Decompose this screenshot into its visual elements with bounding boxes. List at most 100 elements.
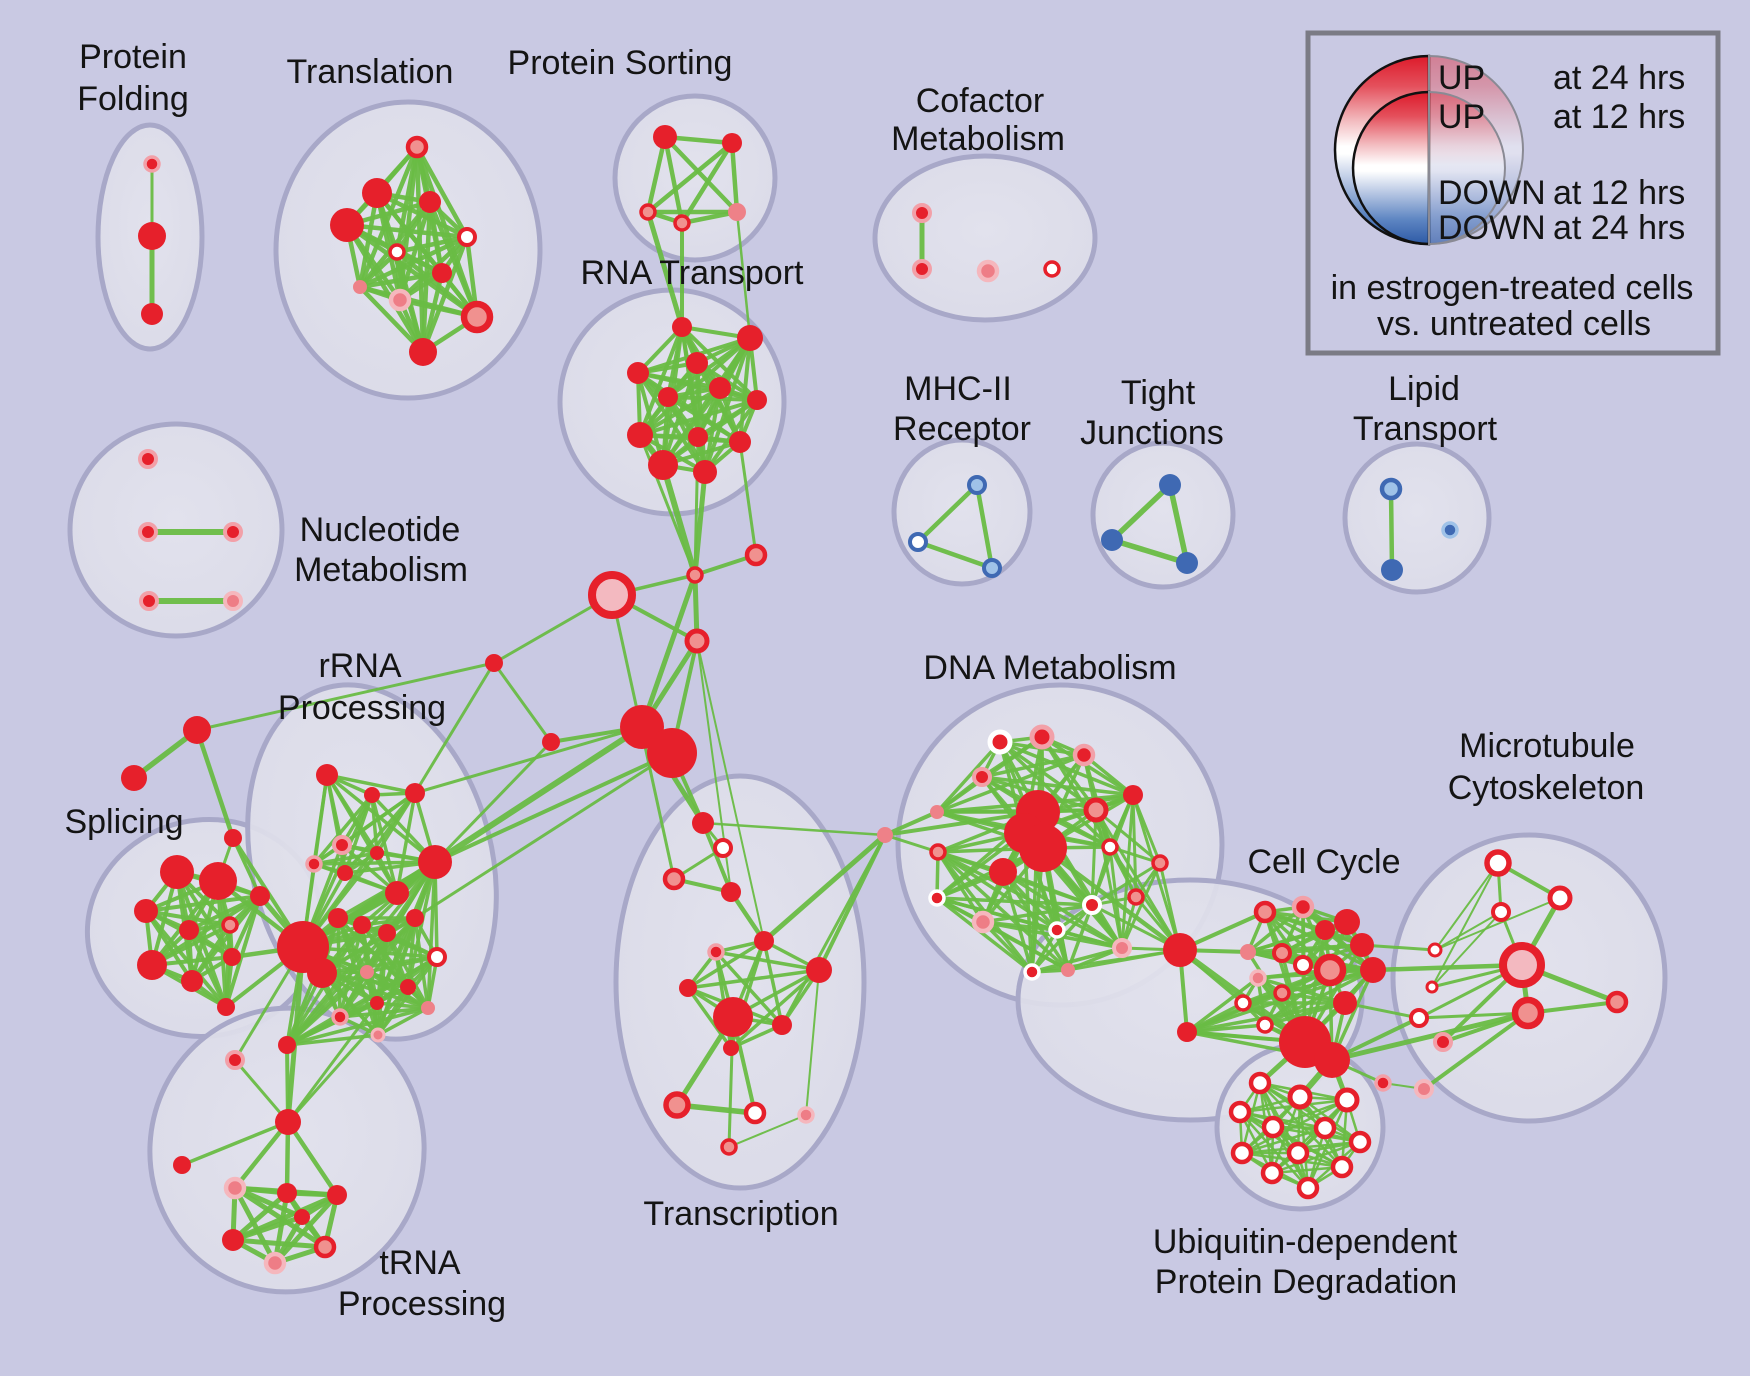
network-node-x10 <box>772 1015 792 1035</box>
network-node-pf1 <box>143 155 161 173</box>
network-node-d11 <box>1101 838 1119 856</box>
network-node-ps4 <box>673 214 691 232</box>
network-node-d21 <box>1061 963 1075 977</box>
network-edge <box>1094 808 1124 950</box>
network-node-cc17 <box>1427 942 1443 958</box>
network-node-s3n <box>134 899 158 923</box>
network-node-d7 <box>1083 797 1109 823</box>
network-node-cc21 <box>1374 1074 1392 1092</box>
network-node-n1 <box>223 1176 247 1200</box>
network-edge <box>344 222 470 240</box>
network-edge <box>357 284 426 355</box>
network-node-d2 <box>1029 724 1055 750</box>
network-edge <box>762 939 784 1027</box>
network-edge <box>376 1006 430 1037</box>
network-node-n5 <box>313 1235 337 1259</box>
network-edge <box>233 1058 290 1124</box>
network-edge <box>738 336 752 444</box>
network-edge <box>1185 968 1332 1034</box>
network-edge <box>1001 870 1034 974</box>
network-node-b1 <box>686 566 704 584</box>
network-edge <box>915 482 980 545</box>
network-node-cc15 <box>1333 991 1357 1015</box>
network-edge <box>1055 928 1124 950</box>
network-node-cc19 <box>1409 1008 1429 1028</box>
network-edge <box>286 985 410 1124</box>
network-node-r17 <box>370 996 384 1010</box>
network-node-u5 <box>1261 1115 1285 1139</box>
network-node-s6n <box>250 886 270 906</box>
network-node-rt5 <box>709 377 731 399</box>
network-node-rt9 <box>688 427 708 447</box>
network-edge <box>915 539 995 571</box>
network-node-u9 <box>1286 1141 1310 1165</box>
network-node-tb <box>173 1156 191 1174</box>
network-node-cf1 <box>912 203 932 223</box>
network-node-s9n <box>223 948 241 966</box>
network-edge <box>194 727 236 841</box>
network-edge <box>805 969 820 1116</box>
network-node-s8n <box>181 970 203 992</box>
network-node-lp1 <box>1379 477 1403 501</box>
network-node-r12 <box>378 924 396 942</box>
network-node-x15 <box>720 1138 738 1156</box>
network-node-bd <box>877 827 893 843</box>
network-edge <box>1109 537 1190 566</box>
network-node-d4 <box>972 767 992 787</box>
network-edge <box>1001 870 1094 907</box>
network-edge <box>1422 1011 1530 1091</box>
network-edge <box>974 482 995 571</box>
network-node-cc18 <box>1425 980 1439 994</box>
cluster-label-ubiquitin-degradation-line2: Protein Degradation <box>1155 1263 1457 1301</box>
network-node-d19 <box>1048 921 1066 939</box>
cluster-label-microtubule-cytoskeleton-line2: Cytoskeleton <box>1448 769 1645 807</box>
network-node-t2 <box>362 178 392 208</box>
network-node-u1 <box>1248 1071 1272 1095</box>
network-node-x5 <box>754 931 774 951</box>
network-node-x7 <box>806 957 832 983</box>
network-node-tj2 <box>1101 529 1123 551</box>
network-edge <box>696 640 765 942</box>
network-node-b3 <box>588 571 636 619</box>
network-edge <box>883 810 939 837</box>
legend-caption-line1: in estrogen-treated cells <box>1331 269 1694 307</box>
network-node-s10n <box>217 998 235 1016</box>
network-node-u2 <box>1287 1084 1313 1110</box>
network-edge <box>693 435 700 577</box>
legend-entry-state-2: UP <box>1438 98 1485 136</box>
network-edge <box>272 1192 340 1266</box>
network-node-t4 <box>330 208 364 242</box>
network-edge <box>1270 1165 1344 1175</box>
cluster-label-cofactor-metabolism-line2: Metabolism <box>891 120 1065 158</box>
network-edge <box>150 894 262 967</box>
network-node-cc9 <box>1313 953 1347 987</box>
network-edge <box>1131 793 1138 899</box>
network-node-d3 <box>1072 743 1096 767</box>
cluster-label-ubiquitin-degradation-line1: Ubiquitin-dependent <box>1153 1223 1458 1261</box>
network-node-d5 <box>1123 785 1143 805</box>
network-node-b2 <box>744 543 768 567</box>
network-node-cc2 <box>1291 895 1315 919</box>
network-node-r5 <box>305 855 323 873</box>
legend-entry-time-1: at 24 hrs <box>1553 59 1685 97</box>
network-node-mh2 <box>908 532 928 552</box>
cluster-ellipse-lipid-transport <box>1342 441 1492 595</box>
network-node-u4 <box>1228 1100 1252 1124</box>
network-edge <box>230 1214 305 1243</box>
network-node-cc6 <box>1240 944 1256 960</box>
network-edge <box>1434 862 1499 951</box>
network-node-lp2 <box>1381 559 1403 581</box>
network-edge <box>344 222 426 355</box>
network-edge <box>1434 911 1502 951</box>
network-node-cc10 <box>1360 957 1386 983</box>
network-edge <box>357 270 445 290</box>
network-node-r11 <box>353 916 371 934</box>
network-node-d20 <box>1023 963 1041 981</box>
network-node-cc11 <box>1249 969 1267 987</box>
network-node-d1 <box>987 729 1013 755</box>
network-node-u8 <box>1230 1141 1254 1165</box>
network-edge <box>679 209 740 226</box>
network-node-m2 <box>1547 885 1573 911</box>
network-edge <box>1343 1001 1421 1020</box>
